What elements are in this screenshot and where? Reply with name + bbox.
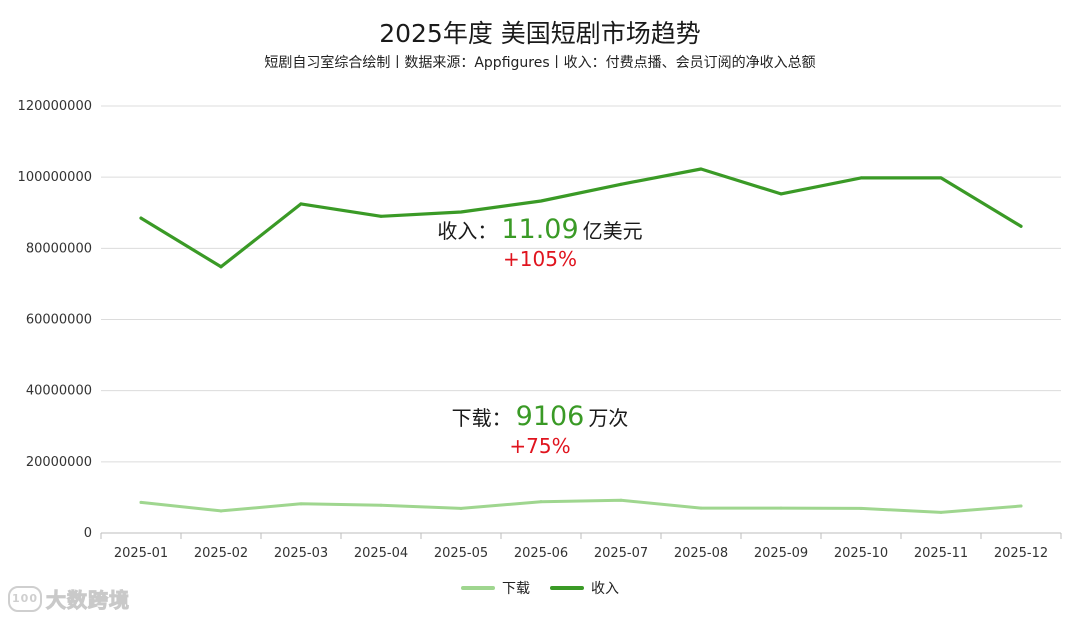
data-point-revenue <box>219 265 223 269</box>
x-tick-label: 2025-06 <box>514 546 568 561</box>
y-tick-label: 60000000 <box>26 313 92 328</box>
revenue-annotation-label: 收入： <box>437 219 498 243</box>
legend-item-downloads[interactable]: 下载 <box>461 578 530 598</box>
data-point-revenue <box>299 202 303 206</box>
watermark-badge: 100 <box>8 585 42 612</box>
data-point-downloads <box>539 500 543 504</box>
data-point-downloads <box>859 506 863 510</box>
data-point-revenue <box>779 192 783 196</box>
x-tick-label: 2025-11 <box>914 546 968 561</box>
data-point-downloads <box>779 506 783 510</box>
data-point-revenue <box>379 214 383 218</box>
data-point-downloads <box>139 500 143 504</box>
revenue-annotation: 收入： 11.09 亿美元 +105% <box>390 214 690 271</box>
data-point-downloads <box>299 502 303 506</box>
data-point-downloads <box>939 510 943 514</box>
downloads-annotation-value: 9106 <box>515 401 585 432</box>
x-tick-label: 2025-09 <box>754 546 808 561</box>
data-point-downloads <box>699 506 703 510</box>
legend-swatch-downloads <box>461 586 495 590</box>
revenue-annotation-change: +105% <box>503 247 577 271</box>
data-point-revenue <box>699 167 703 171</box>
legend-label-revenue: 收入 <box>591 581 619 597</box>
x-tick-label: 2025-10 <box>834 546 888 561</box>
data-point-revenue <box>139 216 143 220</box>
data-point-downloads <box>219 509 223 513</box>
legend-item-revenue[interactable]: 收入 <box>550 578 619 598</box>
y-tick-label: 80000000 <box>26 241 92 256</box>
y-tick-label: 40000000 <box>26 384 92 399</box>
downloads-annotation-change: +75% <box>509 434 571 458</box>
x-tick-label: 2025-03 <box>274 546 328 561</box>
x-tick-label: 2025-07 <box>594 546 648 561</box>
downloads-annotation-label: 下载： <box>451 406 512 430</box>
x-tick-label: 2025-05 <box>434 546 488 561</box>
data-point-revenue <box>939 176 943 180</box>
data-point-revenue <box>539 199 543 203</box>
y-tick-label: 20000000 <box>26 455 92 470</box>
x-tick-label: 2025-02 <box>194 546 248 561</box>
data-point-revenue <box>1019 224 1023 228</box>
watermark-text: 大数跨境 <box>46 588 130 613</box>
y-tick-label: 100000000 <box>18 170 92 185</box>
legend-label-downloads: 下载 <box>502 581 530 597</box>
data-point-downloads <box>379 503 383 507</box>
data-point-revenue <box>619 182 623 186</box>
chart-title: 2025年度 美国短剧市场趋势 <box>379 19 701 48</box>
x-tick-label: 2025-04 <box>354 546 408 561</box>
x-tick-label: 2025-08 <box>674 546 728 561</box>
x-tick-label: 2025-12 <box>994 546 1048 561</box>
series-line-revenue <box>139 167 1023 269</box>
revenue-annotation-value: 11.09 <box>501 214 579 245</box>
y-tick-label: 0 <box>84 526 92 541</box>
chart-subtitle: 短剧自习室综合绘制丨数据来源：Appfigures丨收入：付费点播、会员订阅的净… <box>264 55 816 71</box>
data-point-revenue <box>859 176 863 180</box>
series-line-downloads <box>139 498 1023 514</box>
downloads-annotation-unit: 万次 <box>588 406 629 430</box>
chart-legend: 下载 收入 <box>0 578 1080 598</box>
x-tick-label: 2025-01 <box>114 546 168 561</box>
watermark-logo: 100 大数跨境 <box>8 584 130 613</box>
legend-swatch-revenue <box>550 586 584 590</box>
revenue-annotation-unit: 亿美元 <box>582 219 643 243</box>
data-point-downloads <box>459 506 463 510</box>
data-point-downloads <box>619 498 623 502</box>
data-point-revenue <box>459 210 463 214</box>
downloads-annotation: 下载： 9106 万次 +75% <box>390 401 690 458</box>
data-point-downloads <box>1019 504 1023 508</box>
y-tick-label: 120000000 <box>18 99 92 114</box>
